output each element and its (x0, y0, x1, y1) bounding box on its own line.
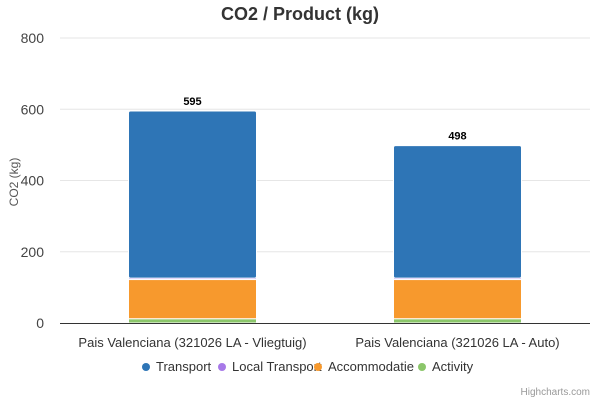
legend-label: Local Transport (232, 359, 322, 374)
x-category-label: Pais Valenciana (321026 LA - Vliegtuig) (78, 335, 306, 350)
bar-segment-activity[interactable] (128, 318, 257, 324)
legend-marker (418, 363, 426, 371)
legend-item-accommodatie[interactable]: Accommodatie (314, 359, 414, 374)
bar-total-label: 498 (448, 131, 466, 143)
legend-label: Accommodatie (328, 359, 414, 374)
y-tick-label: 0 (36, 315, 44, 331)
y-tick-label: 600 (21, 101, 45, 117)
bar-segment-transport[interactable] (128, 110, 257, 279)
legend-item-activity[interactable]: Activity (418, 359, 474, 374)
legend-label: Transport (156, 359, 212, 374)
legend-marker (142, 363, 150, 371)
credits-link[interactable]: Highcharts.com (521, 387, 590, 398)
x-axis-categories: Pais Valenciana (321026 LA - Vliegtuig) P… (78, 335, 559, 350)
legend-marker (314, 363, 322, 371)
bar-segment-transport[interactable] (393, 145, 522, 279)
x-category-label: Pais Valenciana (321026 LA - Auto) (355, 335, 559, 350)
y-tick-label: 200 (21, 244, 45, 260)
bar-segment-accommodatie[interactable] (128, 279, 257, 320)
bar-total-label: 595 (183, 96, 201, 108)
legend: Transport Local Transport Accommodatie Acti… (142, 359, 474, 374)
y-tick-label: 800 (21, 30, 45, 46)
bars: 595 498 (128, 96, 522, 324)
legend-item-local-transport[interactable]: Local Transport (218, 359, 322, 374)
y-tick-label: 400 (21, 173, 45, 189)
bar-segment-activity[interactable] (393, 318, 522, 324)
chart-title: CO2 / Product (kg) (221, 4, 379, 24)
legend-label: Activity (432, 359, 474, 374)
bar-segment-accommodatie[interactable] (393, 279, 522, 320)
legend-item-transport[interactable]: Transport (142, 359, 212, 374)
legend-marker (218, 363, 226, 371)
y-axis-ticks: 0 200 400 600 800 (21, 30, 45, 331)
y-axis-label: CO2 (kg) (7, 158, 21, 207)
